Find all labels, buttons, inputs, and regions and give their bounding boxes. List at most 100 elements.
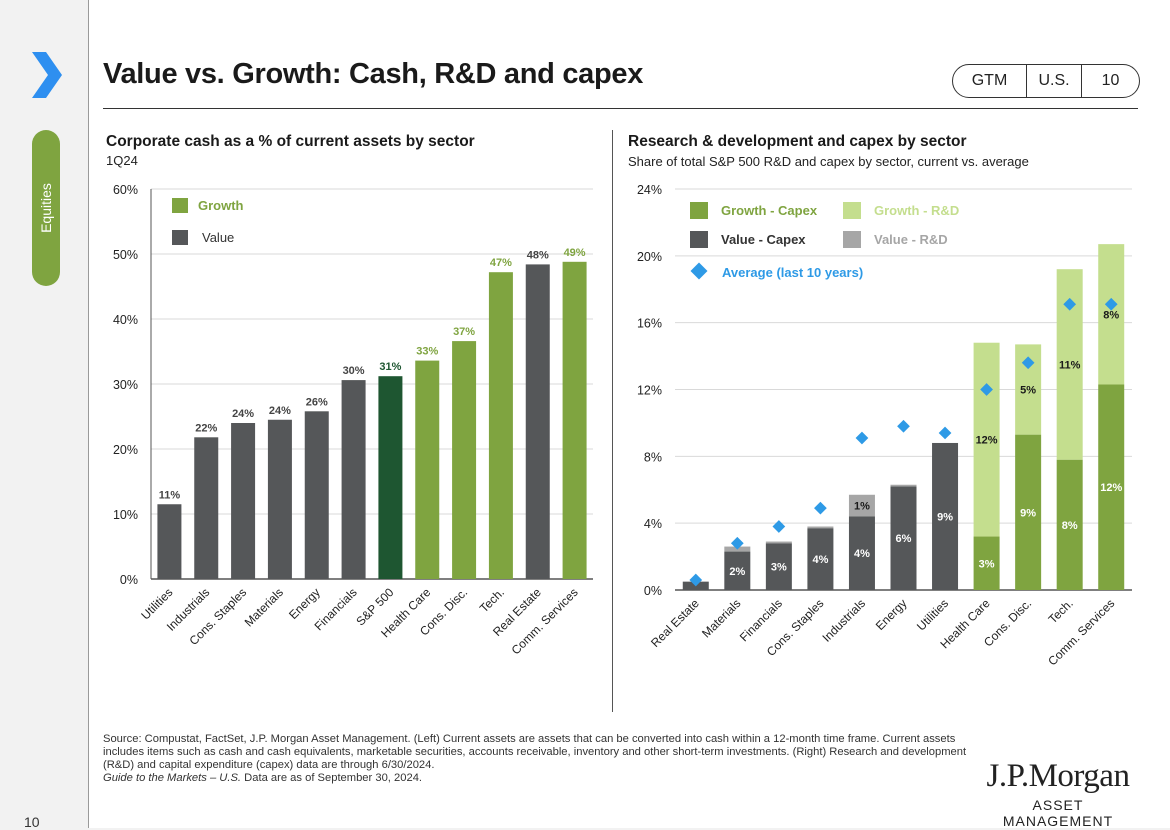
right-y-tick-label: 12% [637,384,662,398]
logo-subtitle: ASSET MANAGEMENT [1002,797,1114,829]
left-legend-label: Growth [198,198,244,213]
right-rd-bar-cons-staples [807,526,834,529]
right-average-marker [814,501,827,515]
right-capex-label: 4% [812,554,828,566]
right-category-label: Tech. [1046,596,1076,626]
left-legend-swatch-growth [172,198,188,213]
left-bar-financials [341,380,366,579]
right-capex-label: 9% [937,511,953,523]
logo-wordmark: J.P.Morgan [986,758,1130,794]
right-legend-label: Growth - Capex [721,203,818,218]
left-bar-utilities [157,504,182,579]
footnote-text: Source: Compustat, FactSet, J.P. Morgan … [103,733,967,771]
left-bar-value-label: 22% [195,422,217,434]
left-bar-value-label: 47% [490,257,512,269]
source-footnote: Source: Compustat, FactSet, J.P. Morgan … [103,733,973,785]
left-bar-industrials [194,437,219,579]
right-average-marker [938,426,952,440]
right-rd-bar-energy [890,484,917,487]
right-chart-title: Research & development and capex by sect… [628,133,967,150]
right-y-tick-label: 0% [644,584,662,598]
left-y-tick-label: 10% [113,508,138,522]
right-average-marker [897,419,910,433]
left-bar-value-label: 30% [343,365,365,377]
right-legend-label: Value - R&D [874,232,948,247]
left-chart-title: Corporate cash as a % of current assets … [106,133,475,150]
right-capex-label: 3% [771,562,787,574]
right-capex-label: 2% [729,566,745,578]
left-bar-tech- [488,272,513,579]
left-y-tick-label: 50% [113,248,138,262]
right-legend-swatch [690,202,708,219]
tag-region: U.S. [1027,65,1082,97]
right-rd-label: 12% [976,435,998,447]
left-bar-value-label: 33% [416,346,438,358]
right-y-tick-label: 20% [637,250,662,264]
right-legend-label: Value - Capex [721,232,806,247]
right-capex-bar-tech- [1056,459,1083,590]
tag-gtm: GTM [953,65,1027,97]
left-y-tick-label: 20% [113,443,138,457]
title-divider [103,108,1138,109]
right-chart-subtitle: Share of total S&P 500 R&D and capex by … [628,154,1029,169]
left-bar-cons-staples [231,423,256,579]
right-capex-label: 8% [1062,520,1078,532]
page-number: 10 [24,814,40,830]
footnote-date: Data are as of September 30, 2024. [241,772,423,784]
left-bar-s-p-500 [378,376,403,579]
left-chart-subtitle: 1Q24 [106,153,138,168]
left-bar-value-label: 31% [379,361,401,373]
page-tag: GTM U.S. 10 [952,64,1140,98]
right-capex-bar-comm-services [1098,384,1125,590]
right-rd-label: 8% [1103,309,1119,321]
right-category-label: Industrials [819,596,868,645]
left-bar-value-label: 11% [159,489,181,501]
right-legend-label: Growth - R&D [874,203,959,218]
right-category-label: Utilities [914,596,951,633]
jpmorgan-logo: J.P.Morgan ASSET MANAGEMENT [978,758,1138,829]
page-left-rule [88,0,89,828]
left-bar-value-label: 48% [527,249,549,261]
left-bar-real-estate [525,264,550,579]
right-rd-label: 1% [854,501,870,513]
left-bar-health-care [415,360,440,579]
right-capex-bar-cons-disc- [1015,434,1042,590]
right-rd-bar-comm-services [1098,244,1125,385]
right-rd-bar-health-care [973,342,1000,537]
left-bar-value-label: 49% [564,247,586,259]
left-y-tick-label: 0% [120,573,138,587]
right-capex-label: 3% [979,558,995,570]
footnote-italic: Guide to the Markets – U.S. [103,772,242,784]
right-capex-bar-financials [765,543,792,590]
right-legend-swatch [690,231,708,248]
left-bar-comm-services [562,261,587,579]
left-bar-value-label: 24% [232,408,254,420]
section-tab-equities[interactable]: Equities [32,130,60,286]
charts-divider [612,130,613,712]
right-rd-bar-industrials [848,494,875,517]
left-y-tick-label: 40% [113,313,138,327]
right-capex-bar-cons-staples [807,528,834,590]
left-bar-value-label: 24% [269,405,291,417]
chevron-right-icon[interactable] [28,52,64,98]
right-y-tick-label: 24% [637,183,662,197]
right-capex-label: 6% [896,533,912,545]
right-y-tick-label: 16% [637,317,662,331]
left-bar-energy [304,411,329,579]
left-bar-cons-disc- [452,341,477,579]
right-capex-bar-materials [724,551,751,590]
left-bar-materials [267,419,292,579]
left-legend-label: Value [202,230,234,245]
right-rd-label: 11% [1059,359,1081,371]
right-y-tick-label: 4% [644,517,662,531]
right-capex-bar-energy [890,486,917,590]
right-capex-label: 9% [1020,507,1036,519]
left-y-tick-label: 60% [113,183,138,197]
right-capex-label: 4% [854,548,870,560]
right-capex-label: 12% [1100,482,1122,494]
right-capex-bar-utilities [932,442,959,590]
right-average-marker [772,520,786,533]
right-legend-swatch [843,202,861,219]
